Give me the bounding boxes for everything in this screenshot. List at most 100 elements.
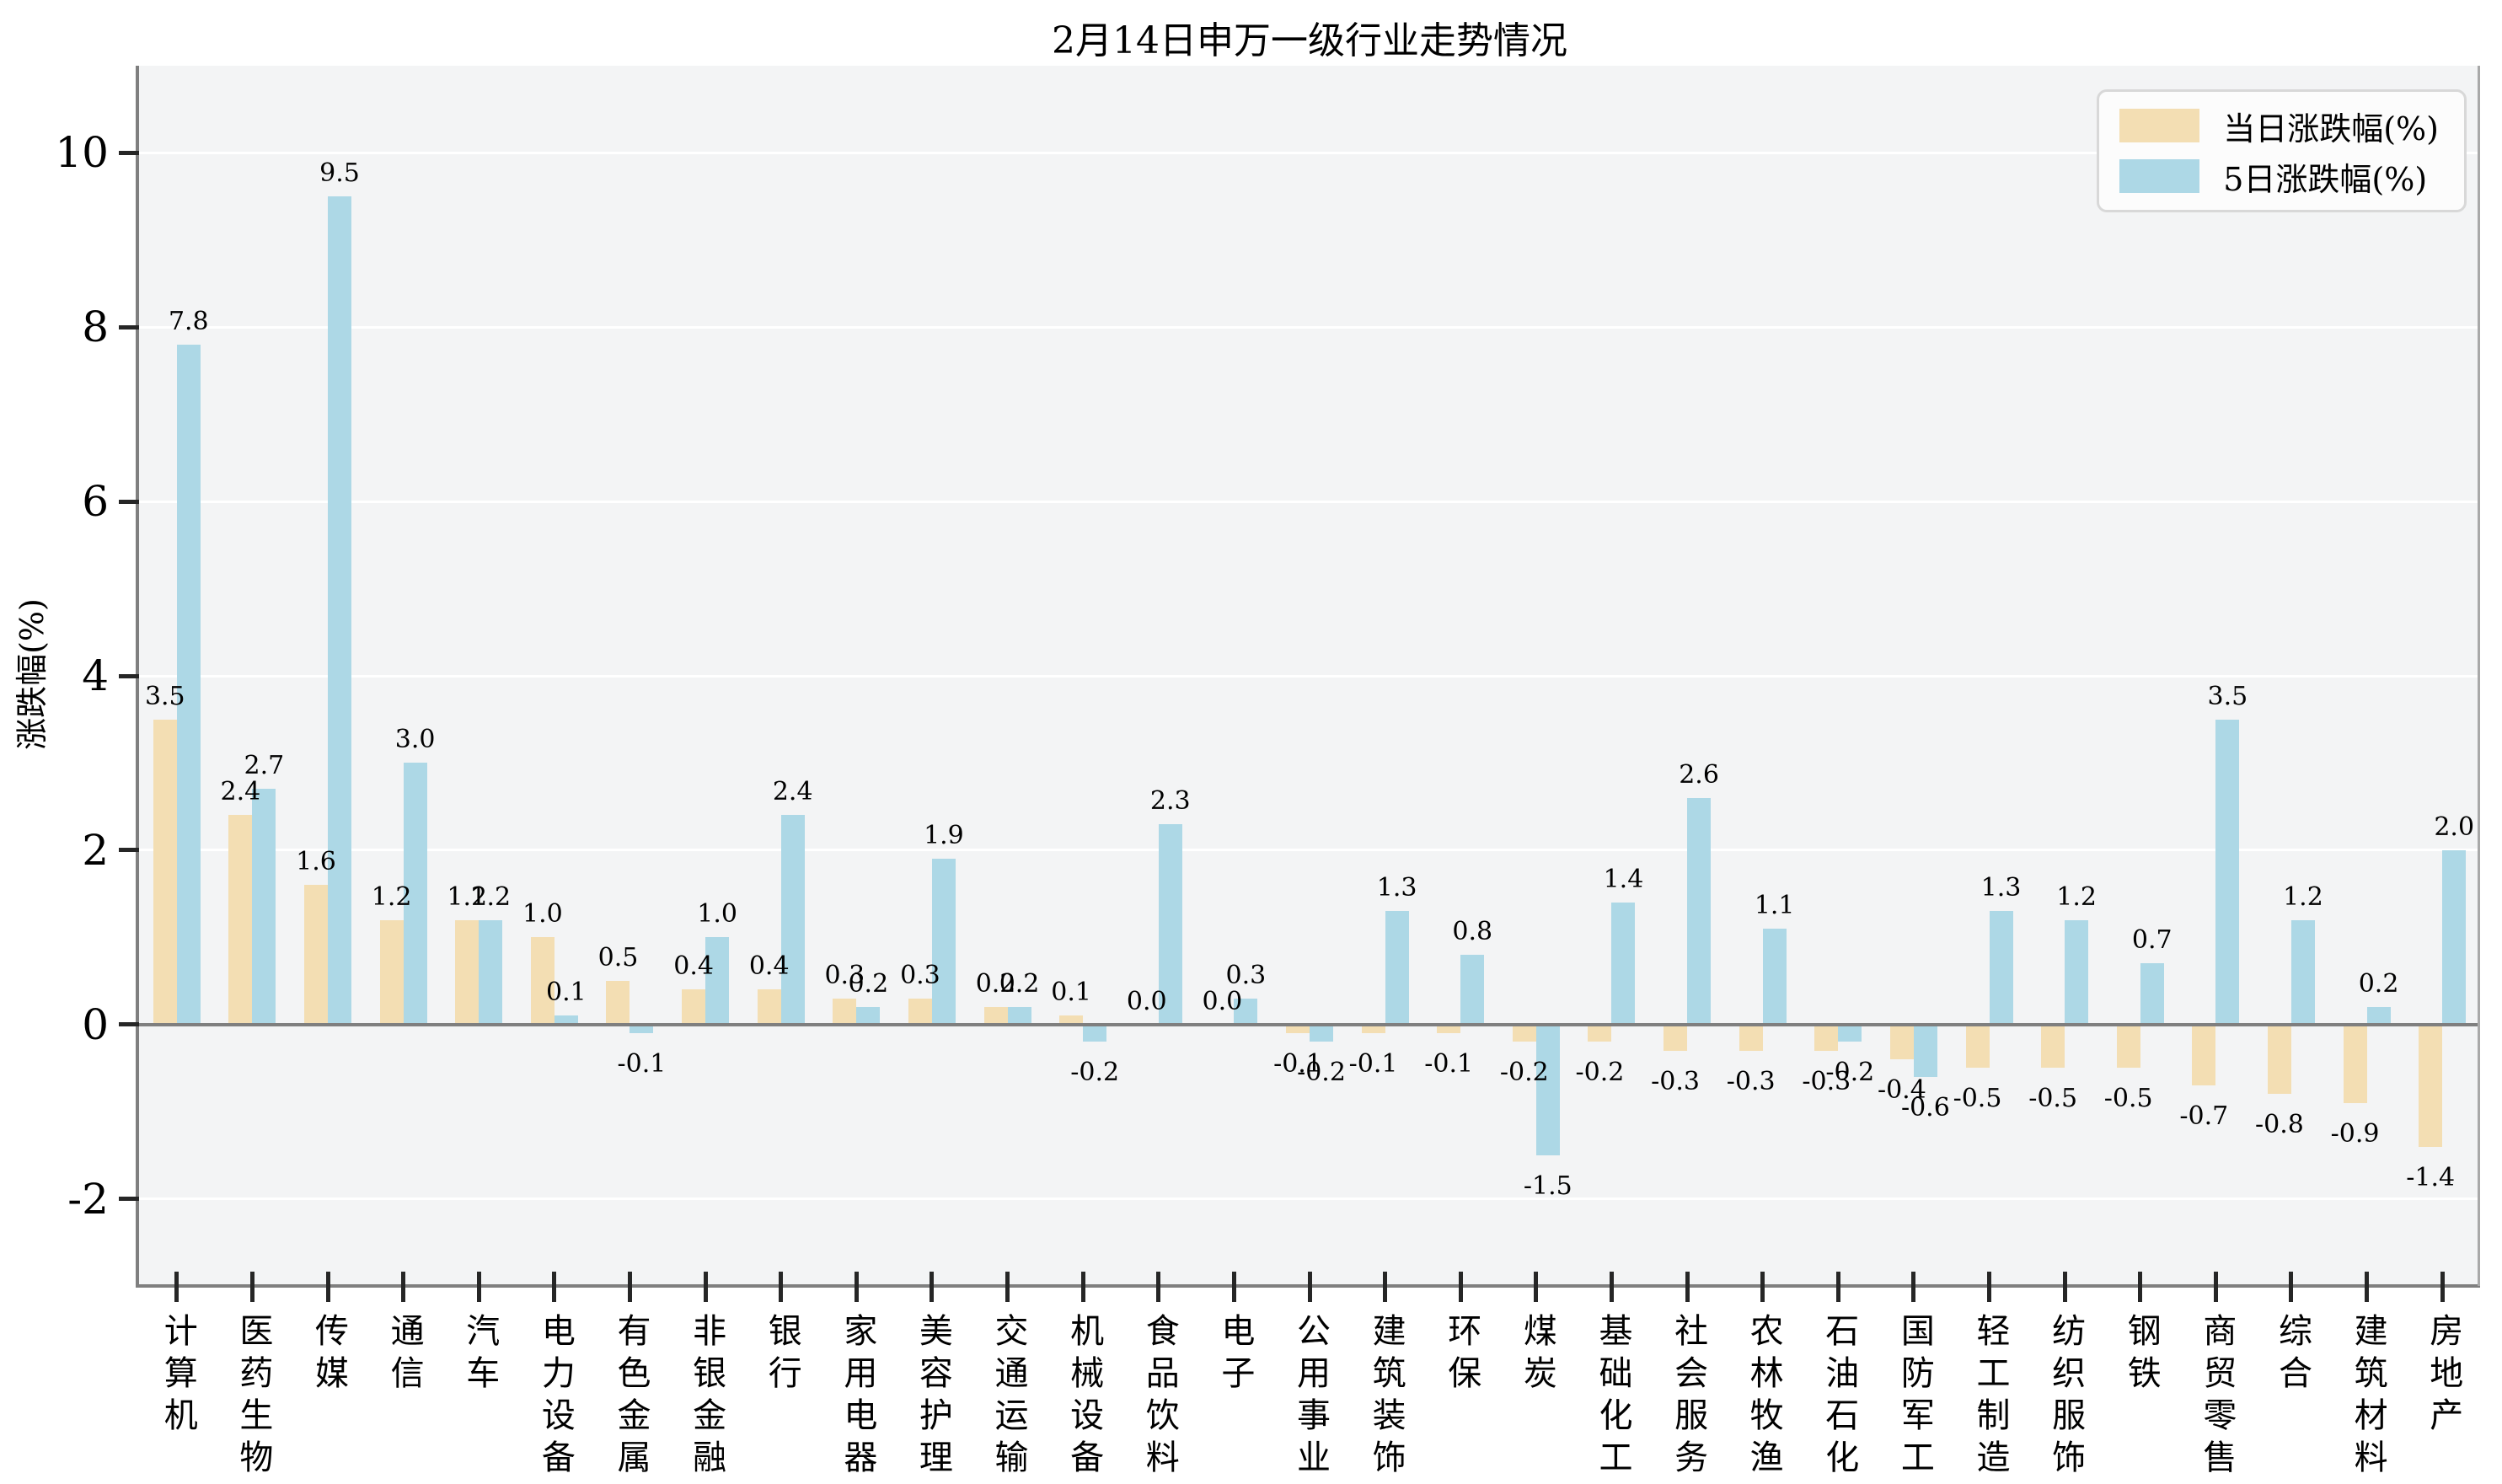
bar-5day-15 bbox=[1310, 1024, 1333, 1042]
value-label-daily-7: 0.4 bbox=[673, 951, 714, 982]
x-tick-mark-26 bbox=[2138, 1272, 2143, 1302]
bar-daily-1 bbox=[228, 815, 253, 1025]
bar-5day-1 bbox=[252, 789, 276, 1025]
value-label-daily-3: 1.2 bbox=[371, 881, 412, 912]
x-label-29: 建筑材料 bbox=[2348, 1313, 2387, 1481]
value-label-5day-10: 1.9 bbox=[924, 821, 964, 851]
value-label-daily-30: -1.4 bbox=[2406, 1162, 2456, 1192]
value-label-daily-17: -0.1 bbox=[1424, 1049, 1474, 1080]
value-label-daily-25: -0.5 bbox=[2028, 1084, 2078, 1114]
bar-5day-26 bbox=[2140, 963, 2164, 1025]
bar-daily-26 bbox=[2116, 1024, 2140, 1069]
legend-item-5day: 5日涨跌幅(%) bbox=[2119, 154, 2439, 198]
y-tick-mark-4 bbox=[119, 673, 139, 678]
y-tick-mark-8 bbox=[119, 324, 139, 329]
x-label-21: 农林牧渔 bbox=[1744, 1313, 1783, 1481]
x-label-22: 石油石化 bbox=[1819, 1313, 1859, 1481]
bar-5day-11 bbox=[1007, 1007, 1031, 1025]
gridline--2 bbox=[139, 1197, 2480, 1201]
y-tick-mark--2 bbox=[119, 1197, 139, 1202]
value-label-5day-1: 2.7 bbox=[244, 751, 285, 781]
value-label-daily-19: -0.2 bbox=[1575, 1058, 1625, 1088]
x-label-27: 商贸零售 bbox=[2197, 1313, 2237, 1481]
value-label-5day-18: -1.5 bbox=[1523, 1171, 1572, 1201]
x-tick-mark-24 bbox=[1987, 1272, 1992, 1302]
value-label-5day-20: 2.6 bbox=[1679, 759, 1719, 790]
value-label-5day-19: 1.4 bbox=[1603, 864, 1644, 894]
x-label-30: 房地产 bbox=[2424, 1313, 2463, 1439]
bar-daily-25 bbox=[2041, 1024, 2065, 1069]
x-tick-mark-28 bbox=[2289, 1272, 2294, 1302]
bar-5day-6 bbox=[630, 1024, 654, 1034]
bar-5day-20 bbox=[1687, 797, 1712, 1025]
x-tick-mark-20 bbox=[1685, 1272, 1690, 1302]
chart-title: 2月14日申万一级行业走势情况 bbox=[1052, 19, 1567, 62]
x-label-2: 传媒 bbox=[309, 1313, 349, 1397]
bar-daily-2 bbox=[304, 885, 329, 1025]
y-tick-mark-0 bbox=[119, 1022, 139, 1027]
value-label-daily-13: 0.0 bbox=[1126, 986, 1167, 1016]
value-label-5day-4: 1.2 bbox=[470, 881, 512, 912]
bar-daily-24 bbox=[1965, 1024, 1990, 1069]
zero-line bbox=[139, 1022, 2480, 1026]
x-tick-mark-23 bbox=[1911, 1272, 1916, 1302]
y-tick-mark-6 bbox=[119, 499, 139, 504]
bar-5day-18 bbox=[1535, 1024, 1560, 1155]
x-tick-mark-19 bbox=[1609, 1272, 1614, 1302]
value-label-5day-2: 9.5 bbox=[319, 158, 360, 189]
x-tick-mark-6 bbox=[627, 1272, 632, 1302]
x-tick-mark-11 bbox=[1005, 1272, 1010, 1302]
value-label-daily-18: -0.2 bbox=[1499, 1058, 1549, 1088]
bar-daily-3 bbox=[379, 919, 404, 1025]
x-tick-mark-8 bbox=[779, 1272, 784, 1302]
bar-5day-30 bbox=[2442, 849, 2467, 1025]
legend-swatch-daily bbox=[2119, 109, 2200, 142]
value-label-5day-27: 3.5 bbox=[2207, 681, 2248, 711]
gridline-6 bbox=[139, 500, 2480, 503]
right-spine bbox=[2478, 66, 2480, 1286]
bar-5day-27 bbox=[2215, 719, 2240, 1025]
x-tick-mark-16 bbox=[1383, 1272, 1388, 1302]
bar-5day-24 bbox=[1989, 911, 2013, 1025]
x-label-5: 电力设备 bbox=[535, 1313, 575, 1481]
x-tick-mark-3 bbox=[401, 1272, 406, 1302]
value-label-daily-23: -0.4 bbox=[1877, 1075, 1926, 1106]
value-label-5day-22: -0.2 bbox=[1825, 1058, 1875, 1088]
bar-daily-11 bbox=[983, 1007, 1008, 1025]
value-label-daily-4: 1.2 bbox=[447, 881, 488, 912]
bar-daily-4 bbox=[455, 919, 480, 1025]
value-label-daily-9: 0.3 bbox=[824, 960, 865, 990]
x-tick-mark-1 bbox=[249, 1272, 254, 1302]
legend: 当日涨跌幅(%) 5日涨跌幅(%) bbox=[2097, 89, 2467, 212]
x-label-7: 非银金融 bbox=[687, 1313, 726, 1481]
value-label-daily-27: -0.7 bbox=[2179, 1101, 2229, 1132]
y-tick-label-6: 6 bbox=[82, 477, 109, 527]
bar-5day-19 bbox=[1611, 902, 1636, 1025]
x-tick-mark-22 bbox=[1835, 1272, 1840, 1302]
x-label-15: 公用事业 bbox=[1291, 1313, 1330, 1481]
bar-daily-5 bbox=[530, 937, 555, 1025]
x-label-10: 美容护理 bbox=[913, 1313, 952, 1481]
x-label-0: 计算机 bbox=[158, 1313, 197, 1439]
x-label-13: 食品饮料 bbox=[1139, 1313, 1179, 1481]
y-tick-label-8: 8 bbox=[82, 303, 109, 352]
x-tick-mark-2 bbox=[325, 1272, 330, 1302]
value-label-5day-24: 1.3 bbox=[1980, 873, 2022, 903]
value-label-daily-8: 0.4 bbox=[748, 951, 790, 982]
x-label-16: 建筑装饰 bbox=[1366, 1313, 1406, 1481]
value-label-5day-17: 0.8 bbox=[1452, 916, 1493, 946]
value-label-5day-11: 0.2 bbox=[999, 969, 1040, 999]
bar-5day-3 bbox=[403, 763, 427, 1025]
x-label-17: 环保 bbox=[1442, 1313, 1481, 1397]
value-label-5day-3: 3.0 bbox=[394, 725, 436, 755]
y-axis-title: 涨跌幅(%) bbox=[13, 598, 51, 750]
bar-5day-0 bbox=[176, 344, 201, 1025]
bar-daily-21 bbox=[1739, 1024, 1763, 1051]
x-tick-mark-0 bbox=[174, 1272, 179, 1302]
bar-daily-17 bbox=[1437, 1024, 1461, 1034]
x-tick-mark-13 bbox=[1156, 1272, 1161, 1302]
value-label-5day-15: -0.2 bbox=[1297, 1058, 1346, 1088]
y-tick-mark-10 bbox=[119, 150, 139, 155]
x-tick-mark-25 bbox=[2062, 1272, 2067, 1302]
value-label-5day-25: 1.2 bbox=[2056, 881, 2097, 912]
